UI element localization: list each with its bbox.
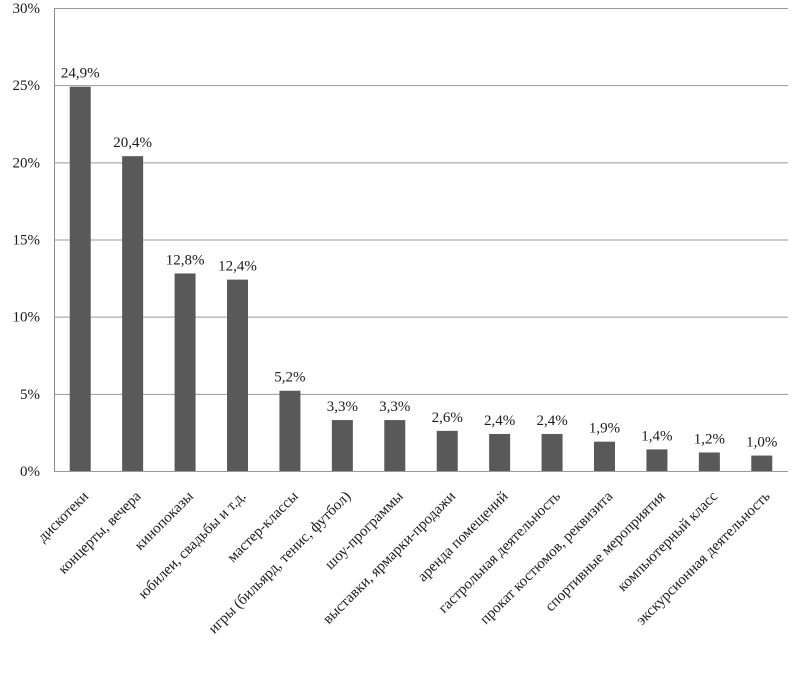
bar xyxy=(227,279,248,471)
data-label: 5,2% xyxy=(274,370,305,386)
data-label: 2,6% xyxy=(432,410,463,426)
data-label: 1,2% xyxy=(694,431,725,447)
bar xyxy=(489,433,511,471)
bar xyxy=(541,433,563,471)
data-label: 12,4% xyxy=(218,259,257,275)
data-label: 24,9% xyxy=(61,66,100,82)
data-label: 1,9% xyxy=(589,421,620,437)
bar xyxy=(279,390,301,471)
y-tick-label: 20% xyxy=(13,155,41,171)
data-label: 2,4% xyxy=(536,413,567,429)
y-tick-label: 25% xyxy=(13,78,41,94)
bar xyxy=(122,156,144,471)
data-label: 1,4% xyxy=(641,428,672,444)
data-labels: 24,9% 20,4% 12,8% 12,4% 5,2% 3,3% 3,3% 2,6% 2,4%… xyxy=(61,66,778,451)
bar xyxy=(646,449,668,471)
bars xyxy=(69,86,773,472)
bar xyxy=(436,430,458,471)
y-axis-tick-labels: 0% 5% 10% 15% 20% 25% 30% xyxy=(13,1,41,480)
y-tick-label: 15% xyxy=(13,233,41,249)
y-tick-label: 10% xyxy=(13,310,41,326)
bar xyxy=(69,86,91,472)
y-tick-label: 0% xyxy=(20,464,40,480)
data-label: 2,4% xyxy=(484,413,515,429)
data-label: 3,3% xyxy=(327,399,358,415)
gridlines xyxy=(54,8,788,472)
y-tick-label: 5% xyxy=(20,387,40,403)
bar xyxy=(594,441,615,471)
y-tick-label: 30% xyxy=(13,1,41,17)
data-label: 3,3% xyxy=(379,399,410,415)
bar xyxy=(174,273,196,471)
bar xyxy=(384,420,406,471)
category-label: аренда помещений xyxy=(415,489,512,586)
data-label: 12,8% xyxy=(166,252,205,268)
data-label: 1,0% xyxy=(746,435,777,451)
category-label: компьютерный класс xyxy=(615,488,722,595)
bar xyxy=(698,452,720,471)
data-label: 20,4% xyxy=(113,135,152,151)
bar xyxy=(331,420,353,471)
bar xyxy=(751,455,773,471)
